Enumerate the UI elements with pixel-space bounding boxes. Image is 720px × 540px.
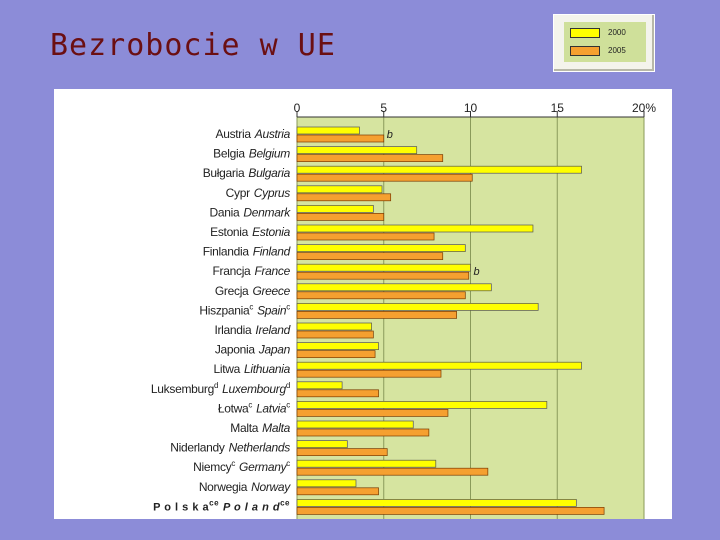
bar-2005: [296, 311, 457, 319]
bar-2005: [296, 173, 473, 182]
category-label: Estonia Estonia: [210, 225, 290, 239]
bar-2005: [296, 213, 385, 221]
bar-2005: [296, 350, 376, 358]
bar-2005: [296, 154, 444, 162]
bar-2005: [296, 252, 444, 260]
bar-2000: [296, 440, 348, 448]
bar-2000: [296, 459, 437, 468]
annotation-label: b: [474, 266, 480, 278]
bar-2000: [296, 479, 357, 488]
legend-swatch-2000: [570, 28, 600, 38]
category-label: Austria Austria: [216, 127, 291, 141]
bar-2005: [296, 487, 379, 496]
bar-2000: [296, 283, 492, 292]
bar-2000: [296, 244, 466, 252]
bar-2000: [296, 126, 360, 135]
x-tick-label: 20%: [632, 101, 656, 115]
bar-2000: [296, 146, 418, 154]
category-label: Niemcyc Germanyc: [193, 459, 290, 474]
category-label: Cypr Cyprus: [226, 186, 291, 200]
category-label: Litwa Lithuania: [213, 362, 290, 376]
slide-title: Bezrobocie w UE: [50, 28, 336, 63]
bar-2005: [296, 389, 379, 398]
chart-legend: 2000 2005: [553, 14, 655, 72]
legend-item-2005: 2005: [570, 45, 646, 57]
bar-2000: [296, 303, 539, 311]
bar-2005: [296, 507, 605, 515]
x-tick-label: 0: [294, 101, 301, 115]
category-label: Luksemburgd Luxembourgd: [151, 381, 290, 396]
bar-2005: [296, 193, 392, 202]
bar-2005: [296, 409, 449, 417]
bar-2000: [296, 342, 379, 350]
bar-2000: [296, 361, 582, 370]
category-label: Japonia Japan: [215, 343, 291, 357]
category-label: Niderlandy Netherlands: [170, 441, 290, 455]
category-label: Norwegia Norway: [199, 480, 291, 494]
bar-2005: [296, 467, 489, 476]
category-label: P o l s k ace P o l a n dce: [153, 498, 290, 513]
bar-2005: [296, 369, 442, 378]
bar-2005: [296, 448, 388, 456]
category-label: Belgia Belgium: [213, 147, 290, 161]
category-label: Dania Denmark: [210, 205, 292, 219]
category-label: Grecja Greece: [215, 284, 291, 298]
bar-2000: [296, 401, 548, 409]
bar-2005: [296, 330, 374, 339]
bar-chart: 0 5 10 15 20% Austria Austria Belgia Belgium Bułg…: [151, 101, 656, 519]
bar-2000: [296, 165, 582, 174]
legend-swatch-2005: [570, 46, 600, 56]
bar-2005: [296, 232, 435, 241]
legend-label-2005: 2005: [608, 46, 626, 55]
bar-2000: [296, 499, 577, 507]
bar-2000: [296, 185, 383, 194]
category-label: Malta Malta: [230, 421, 290, 435]
chart-panel: 0 5 10 15 20% Austria Austria Belgia Belgium Bułg…: [54, 89, 672, 519]
bar-2005: [296, 134, 385, 143]
x-tick-label: 5: [380, 101, 387, 115]
bar-2005: [296, 291, 466, 300]
category-label: Łotwac Latviac: [218, 400, 290, 415]
category-label: Francja France: [213, 264, 291, 278]
bar-2000: [296, 205, 374, 213]
bar-2000: [296, 322, 372, 331]
category-label: Hiszpaniac Spainc: [199, 302, 290, 317]
annotation-label: b: [387, 129, 393, 141]
category-label: Finlandia Finland: [203, 245, 291, 259]
legend-label-2000: 2000: [608, 28, 626, 37]
bar-2005: [296, 271, 470, 280]
x-tick-label: 10: [464, 101, 478, 115]
legend-item-2000: 2000: [570, 27, 646, 39]
category-label: Bułgaria Bulgaria: [203, 166, 291, 180]
category-label: Irlandia Ireland: [214, 323, 290, 337]
bar-2000: [296, 263, 471, 272]
bar-2000: [296, 381, 343, 390]
bar-2000: [296, 420, 414, 429]
bar-2000: [296, 224, 534, 233]
x-tick-label: 15: [551, 101, 565, 115]
bar-2005: [296, 428, 430, 437]
